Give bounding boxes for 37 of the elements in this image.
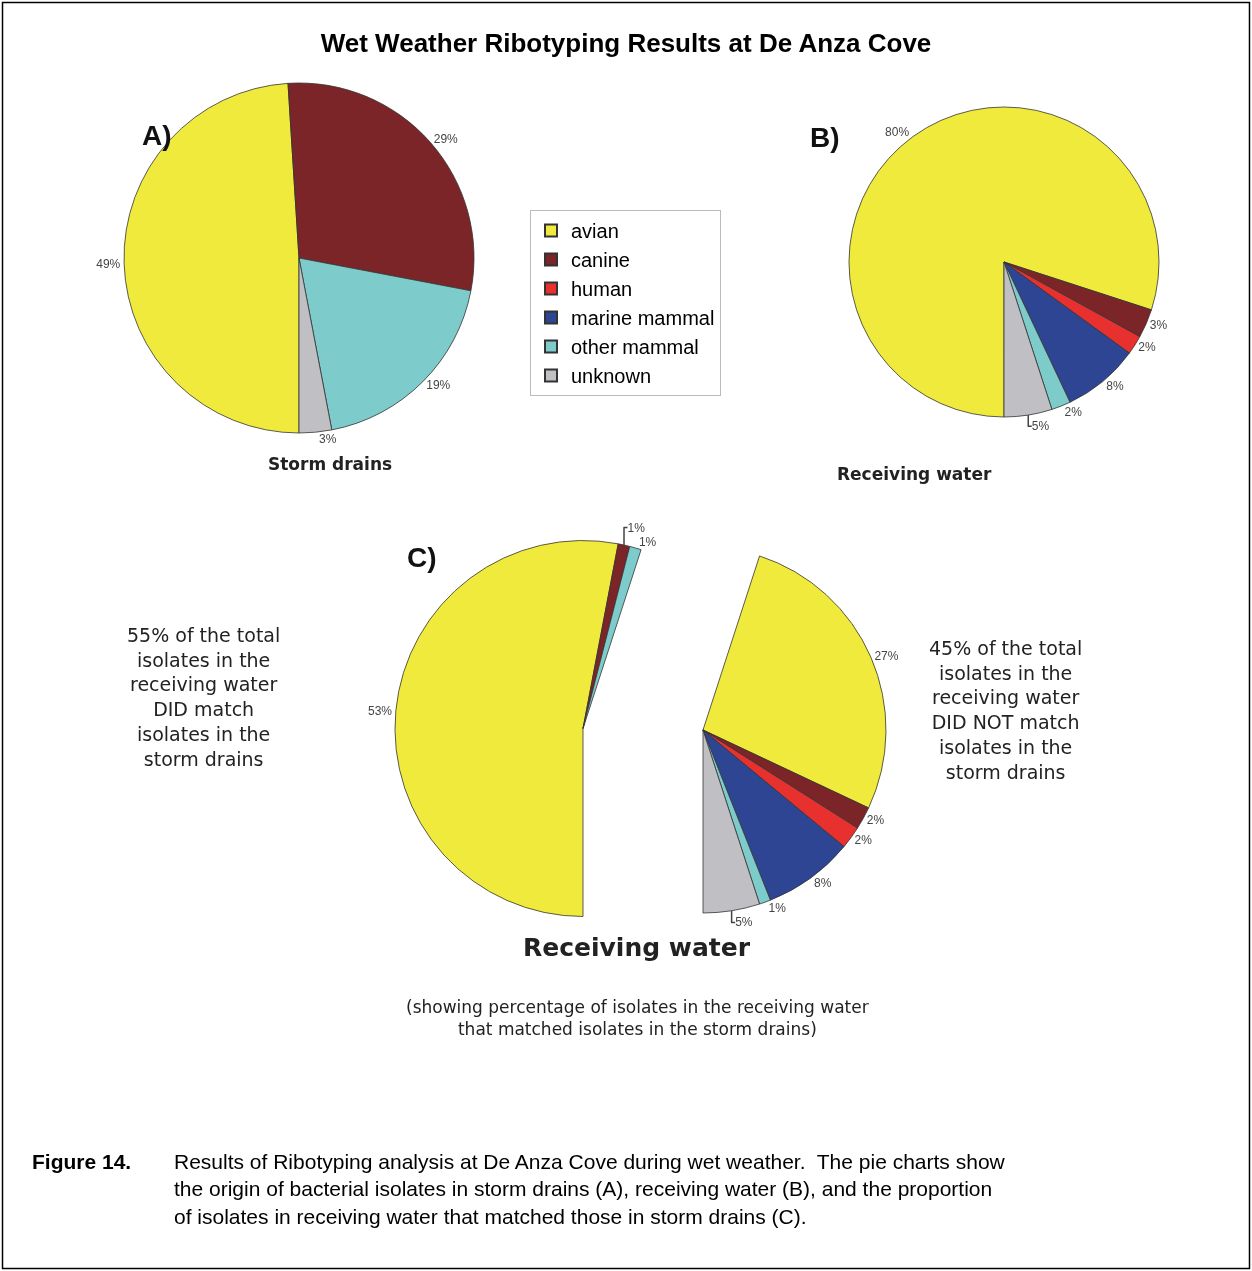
text: A) — [142, 120, 172, 151]
data-label: 80% — [885, 125, 910, 140]
legend-label: marine mammal — [571, 307, 715, 330]
legend-label: avian — [571, 220, 619, 243]
data-label: 49% — [96, 256, 121, 271]
data-label: 8% — [814, 875, 832, 890]
data-label: 5% — [1031, 419, 1050, 434]
data-label: 2% — [854, 832, 873, 847]
text: B) — [810, 122, 840, 153]
text: Results of Ribotyping analysis at De Anza Cove during wet weather. The pie charts show the origin of bacterial isolates in storm drains (A), receiving water (B), and the proportion of isolates in receiving water that matched those in storm drains (C). — [174, 1150, 1006, 1228]
data-label: 19% — [426, 378, 451, 393]
data-label: 2% — [866, 812, 885, 827]
data-label: 53% — [367, 703, 393, 718]
data-label: 1% — [627, 520, 646, 535]
legend-label: other mammal — [571, 336, 699, 359]
text: Storm drains — [268, 454, 393, 474]
legend-label: human — [571, 278, 633, 301]
text: 55% of the total isolates in the receiving water DID match isolates in the storm drains — [127, 624, 281, 770]
text: 45% of the total isolates in the receiving water DID NOT match isolates in the storm drains — [929, 637, 1083, 783]
text: Receiving water — [523, 933, 751, 962]
text: (showing percentage of isolates in the receiving water that matched isolates in the storm drains) — [406, 997, 869, 1040]
data-label: 2% — [1138, 340, 1157, 355]
text: C) — [407, 542, 437, 573]
data-label: 3% — [318, 432, 337, 447]
caption: Figure 14. — [32, 1150, 132, 1173]
data-label: 1% — [638, 534, 657, 549]
data-label: 5% — [735, 915, 753, 930]
data-label: 3% — [1149, 317, 1168, 332]
legend-label: unknown — [571, 365, 652, 388]
text: Receiving water — [837, 464, 992, 484]
data-label: 2% — [1064, 405, 1083, 420]
data-label: 8% — [1106, 378, 1124, 393]
legend-label: canine — [571, 249, 630, 272]
data-label: 29% — [433, 132, 459, 147]
data-label: 1% — [768, 901, 787, 916]
text: Wet Weather Ribotyping Results at De Anza Cove — [320, 28, 932, 59]
data-label: 27% — [874, 649, 899, 664]
